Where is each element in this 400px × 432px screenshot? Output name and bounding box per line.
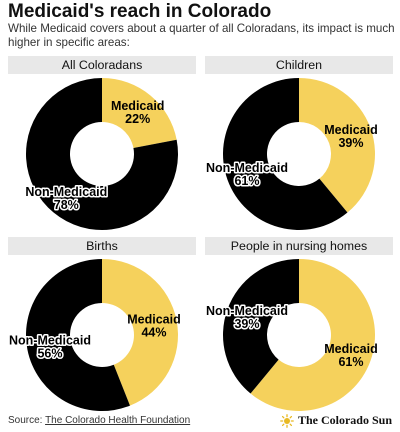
label-medicaid-value: 44% xyxy=(141,326,166,340)
label-non-medicaid-name: Non-Medicaid xyxy=(206,161,288,175)
donut-slice-medicaid xyxy=(250,259,375,411)
donut-slice-medicaid xyxy=(102,78,177,149)
donut-slice-non-medicaid xyxy=(223,259,299,394)
label-medicaid-name: Medicaid xyxy=(324,123,378,137)
panel-title: Children xyxy=(205,56,393,74)
donut-slice-non-medicaid xyxy=(223,78,348,231)
publisher-name: The Colorado Sun xyxy=(297,413,392,427)
source-prefix: Source: xyxy=(8,415,46,426)
donut-slice-non-medicaid xyxy=(25,78,178,230)
donut-panel-nursing-homes: People in nursing homes Medicaid 61% Non-M… xyxy=(205,237,393,412)
label-medicaid-name: Medicaid xyxy=(127,313,181,327)
panel-title: All Coloradans xyxy=(8,56,196,74)
label-medicaid-value: 39% xyxy=(338,136,363,150)
label-non-medicaid-name: Non-Medicaid xyxy=(206,304,288,318)
source-note: Source: The Colorado Health Foundation xyxy=(8,415,190,426)
label-medicaid-value: 61% xyxy=(338,355,363,369)
donut-panel-births: Births Medicaid 44% Non-Medicaid 56% xyxy=(8,237,196,412)
label-medicaid-name: Medicaid xyxy=(111,99,165,113)
donut-slice-medicaid xyxy=(102,259,179,406)
label-non-medicaid-value: 61% xyxy=(234,174,259,188)
label-non-medicaid-value: 39% xyxy=(234,317,259,331)
donut-slice-medicaid xyxy=(299,78,375,213)
donut-slice-non-medicaid xyxy=(26,259,130,411)
label-non-medicaid-name: Non-Medicaid xyxy=(9,333,91,347)
page-subtitle: While Medicaid covers about a quarter of… xyxy=(8,22,395,49)
label-non-medicaid-value: 78% xyxy=(54,198,79,212)
panel-title: Births xyxy=(8,237,196,255)
label-medicaid-value: 22% xyxy=(125,112,150,126)
donut-panel-children: Children Medicaid 39% Non-Medicaid 61% xyxy=(205,56,393,231)
donut-panel-all-coloradans: All Coloradans Medicaid 22% Non-Medicaid 78… xyxy=(8,56,196,231)
sun-icon xyxy=(280,413,294,428)
label-non-medicaid-name: Non-Medicaid xyxy=(25,185,107,199)
label-medicaid-name: Medicaid xyxy=(324,342,378,356)
page-title: Medicaid's reach in Colorado xyxy=(8,1,272,22)
publisher-logo[interactable]: The Colorado Sun xyxy=(280,413,392,428)
label-non-medicaid-value: 56% xyxy=(37,346,62,360)
panel-title: People in nursing homes xyxy=(205,237,393,255)
source-link[interactable]: The Colorado Health Foundation xyxy=(45,415,191,426)
